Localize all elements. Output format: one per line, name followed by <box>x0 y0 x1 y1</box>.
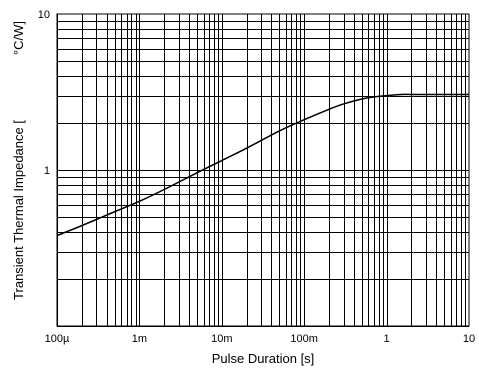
x-tick-label: 10m <box>211 333 232 345</box>
x-tick-labels: 100µ 1m 10m 100m 1 10 <box>45 333 475 345</box>
y-axis-title: Transient Thermal Impedance [ <box>11 120 26 300</box>
series-line <box>56 93 469 237</box>
x-axis-title: Pulse Duration [s] <box>212 351 315 366</box>
x-tick-label: 1m <box>132 333 147 345</box>
y-tick-label: 10 <box>38 9 50 21</box>
x-tick-label: 100µ <box>45 333 70 345</box>
x-tick-label: 1 <box>384 333 390 345</box>
y-tick-labels: 1 10 <box>38 9 50 177</box>
plot-frame <box>56 13 470 327</box>
x-tick-label: 10 <box>463 333 475 345</box>
series-layer <box>56 93 469 237</box>
grid <box>57 14 469 327</box>
x-tick-label: 100m <box>290 333 318 345</box>
y-tick-label: 1 <box>44 165 50 177</box>
y-axis-unit: °C/W] <box>11 21 26 55</box>
